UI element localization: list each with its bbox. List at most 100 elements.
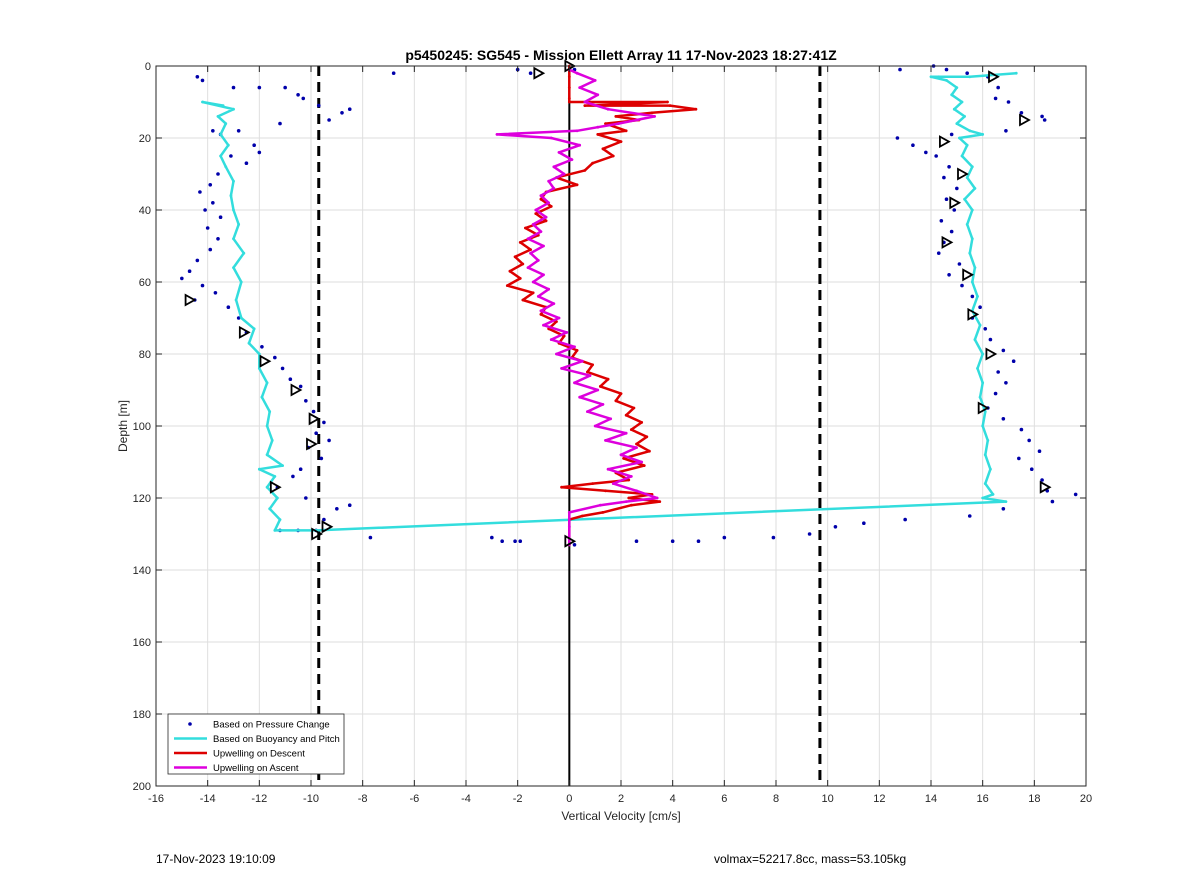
series-vertex (268, 410, 272, 413)
series-vertex (539, 313, 543, 316)
series-vertex (635, 118, 638, 122)
series-vertex (598, 503, 602, 507)
pressure-change-point (572, 543, 577, 547)
series-vertex (524, 226, 527, 230)
pressure-change-point (1073, 492, 1078, 497)
legend-label: Upwelling on Descent (213, 749, 305, 760)
x-axis-label: Vertical Velocity [cm/s] (561, 809, 680, 823)
series-vertex (567, 75, 571, 79)
series-vertex (929, 75, 933, 79)
series-vertex (986, 439, 990, 442)
pressure-change-point (1004, 381, 1008, 385)
triangle-marker (941, 235, 954, 249)
pressure-change-point (903, 517, 907, 522)
series-vertex (273, 529, 277, 532)
pressure-change-point (229, 154, 233, 158)
pressure-change-point (1050, 499, 1055, 504)
legend-box (167, 713, 345, 775)
pressure-change-point (278, 121, 282, 126)
pressure-change-point (944, 67, 949, 72)
series-vertex (224, 122, 228, 125)
series-vertex (973, 338, 977, 341)
pressure-change-point (187, 269, 192, 274)
series-vertex (970, 208, 974, 212)
pressure-change-point (696, 539, 701, 543)
series-vertex (547, 179, 551, 183)
series-vertex (653, 115, 656, 118)
series-vertex (978, 395, 982, 399)
series-vertex (635, 489, 638, 493)
pressure-change-point (218, 215, 223, 219)
series-vertex (539, 194, 543, 198)
x-tick-label: -14 (200, 793, 216, 805)
series-vertex (544, 215, 548, 219)
pressure-change-point (934, 154, 938, 158)
y-axis-ticks: 0 20 40 60 80 100 120 140 160 180 200 (133, 61, 1086, 793)
y-tick-label: 40 (139, 205, 151, 217)
data-series (180, 64, 1078, 547)
x-tick-label: 12 (873, 793, 885, 805)
pressure-change-point (807, 532, 812, 536)
series-vertex (645, 435, 649, 439)
series-vertex (591, 482, 594, 485)
series-vertex (624, 500, 628, 503)
series-vertex (237, 223, 241, 226)
series-vertex (619, 392, 623, 395)
pressure-change-point (335, 507, 339, 511)
series-vertex (232, 179, 235, 183)
series-vertex (495, 133, 499, 136)
series-vertex (588, 374, 592, 377)
series-vertex (518, 277, 522, 280)
series-vertex (257, 367, 261, 370)
pressure-change-point (1001, 507, 1006, 511)
pressure-change-point (195, 75, 200, 79)
pressure-change-point (722, 535, 727, 540)
series-vertex (968, 251, 972, 255)
triangle-marker (957, 167, 969, 181)
series-vertex (573, 345, 576, 349)
triangle-marker (308, 412, 321, 426)
pressure-change-point (1042, 118, 1047, 122)
series-vertex (268, 507, 272, 511)
triangle-marker (985, 347, 998, 361)
series-vertex (505, 284, 509, 287)
y-tick-label: 20 (139, 133, 151, 145)
pressure-change-point (1001, 348, 1006, 353)
x-tick-label: 6 (721, 793, 727, 805)
series-vertex (580, 359, 584, 363)
series-vertex (965, 176, 969, 180)
series-vertex (596, 388, 600, 392)
series-vertex (219, 154, 222, 158)
series-vertex (242, 251, 246, 255)
series-vertex (973, 187, 977, 190)
series-vertex (575, 183, 579, 187)
series-vertex (232, 237, 235, 241)
pressure-change-point (1027, 438, 1031, 443)
series-vertex (635, 442, 638, 446)
series-vertex (567, 525, 571, 529)
series-vertex (981, 133, 985, 136)
x-tick-label: 16 (977, 793, 989, 805)
series-vertex (970, 237, 974, 241)
series-vertex (983, 482, 987, 485)
pressure-change-point (316, 103, 321, 108)
pressure-change-point (291, 474, 295, 479)
footer-volmax-mass: volmax=52217.8cc, mass=53.105kg (714, 852, 907, 866)
series-vertex (601, 147, 605, 151)
series-vertex (534, 212, 538, 216)
series-vertex (265, 381, 269, 385)
pressure-change-point (518, 539, 523, 543)
series-vertex (583, 100, 587, 104)
series-vertex (965, 223, 969, 226)
series-vertex (232, 107, 235, 111)
series-vertex (655, 496, 659, 500)
pressure-change-point (231, 85, 236, 90)
y-axis-label: Depth [m] (116, 400, 130, 452)
series-vertex (624, 431, 628, 435)
pressure-change-point (322, 420, 326, 425)
pressure-change-point (211, 201, 215, 205)
pressure-change-point (952, 208, 957, 212)
x-tick-label: 10 (822, 793, 834, 805)
series-vertex (552, 165, 556, 169)
